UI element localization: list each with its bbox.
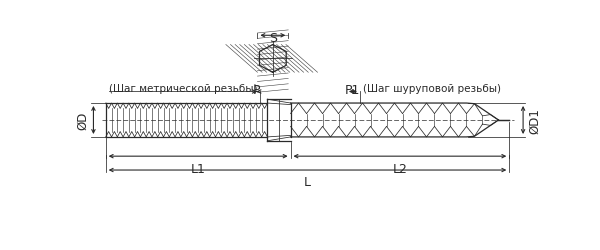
- Text: ØD1: ØD1: [529, 108, 541, 134]
- Text: P: P: [253, 84, 260, 97]
- Text: S: S: [269, 32, 277, 45]
- Text: L1: L1: [191, 162, 206, 175]
- Text: P1: P1: [345, 84, 361, 97]
- Text: (Шаг шуруповой резьбы): (Шаг шуруповой резьбы): [363, 84, 501, 94]
- Text: L2: L2: [392, 162, 407, 175]
- Text: L: L: [304, 176, 311, 189]
- Text: ØD: ØD: [76, 111, 89, 130]
- Text: (Шаг метрической резьбы): (Шаг метрической резьбы): [109, 84, 257, 94]
